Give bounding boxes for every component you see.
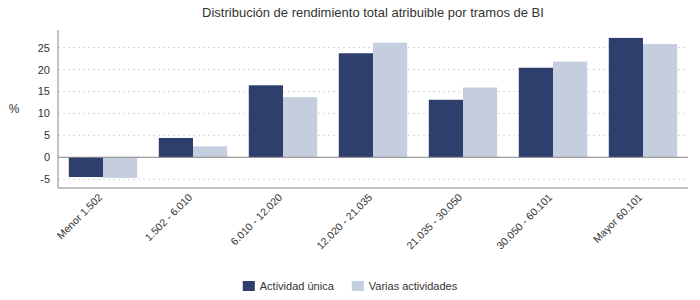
y-tick-label: 20 <box>38 64 50 76</box>
legend-swatch <box>243 281 255 291</box>
x-tick-label: 6.010 - 12.020 <box>228 191 284 247</box>
legend: Actividad única Varias actividades <box>243 280 458 292</box>
x-tick-label: 12.020 - 21.035 <box>314 191 375 252</box>
bar <box>103 157 137 178</box>
chart-container: Distribución de rendimiento total atribu… <box>0 0 700 300</box>
y-tick-label: 10 <box>38 107 50 119</box>
bar <box>463 87 497 157</box>
x-tick-label: 1.502 - 6.010 <box>142 191 194 243</box>
bar <box>283 97 317 157</box>
bar <box>193 146 227 157</box>
y-tick-label: 25 <box>38 42 50 54</box>
y-tick-label: 5 <box>44 129 50 141</box>
y-tick-label: 15 <box>38 85 50 97</box>
bar <box>69 157 103 177</box>
bar <box>429 100 463 157</box>
y-tick-label: 0 <box>44 151 50 163</box>
grid-line <box>58 157 688 158</box>
y-axis-label: % <box>9 102 20 116</box>
zero-line <box>58 157 688 158</box>
legend-item: Actividad única <box>243 280 335 292</box>
legend-swatch <box>352 281 364 291</box>
x-tick-label: 30.050 - 60.101 <box>494 191 555 252</box>
bar <box>373 43 407 158</box>
bar <box>643 44 677 157</box>
x-tick-label: Mayor 60.101 <box>591 191 645 245</box>
chart-svg: Distribución de rendimiento total atribu… <box>0 0 700 300</box>
bar <box>519 68 553 158</box>
bar <box>339 53 373 157</box>
y-axis-line <box>58 30 59 188</box>
x-tick-label: Menor 1.502 <box>54 191 104 241</box>
y-tick-label: -5 <box>40 173 50 185</box>
legend-label: Varias actividades <box>369 280 458 292</box>
chart-title: Distribución de rendimiento total atribu… <box>202 5 544 20</box>
bar <box>553 62 587 158</box>
x-axis-line <box>58 188 688 189</box>
legend-item: Varias actividades <box>352 280 458 292</box>
x-tick-label: 21.035 - 30.050 <box>404 191 465 252</box>
bar <box>609 38 643 157</box>
grid-line <box>58 179 688 180</box>
bar <box>159 138 193 157</box>
legend-label: Actividad única <box>260 280 335 292</box>
bar <box>249 85 283 157</box>
